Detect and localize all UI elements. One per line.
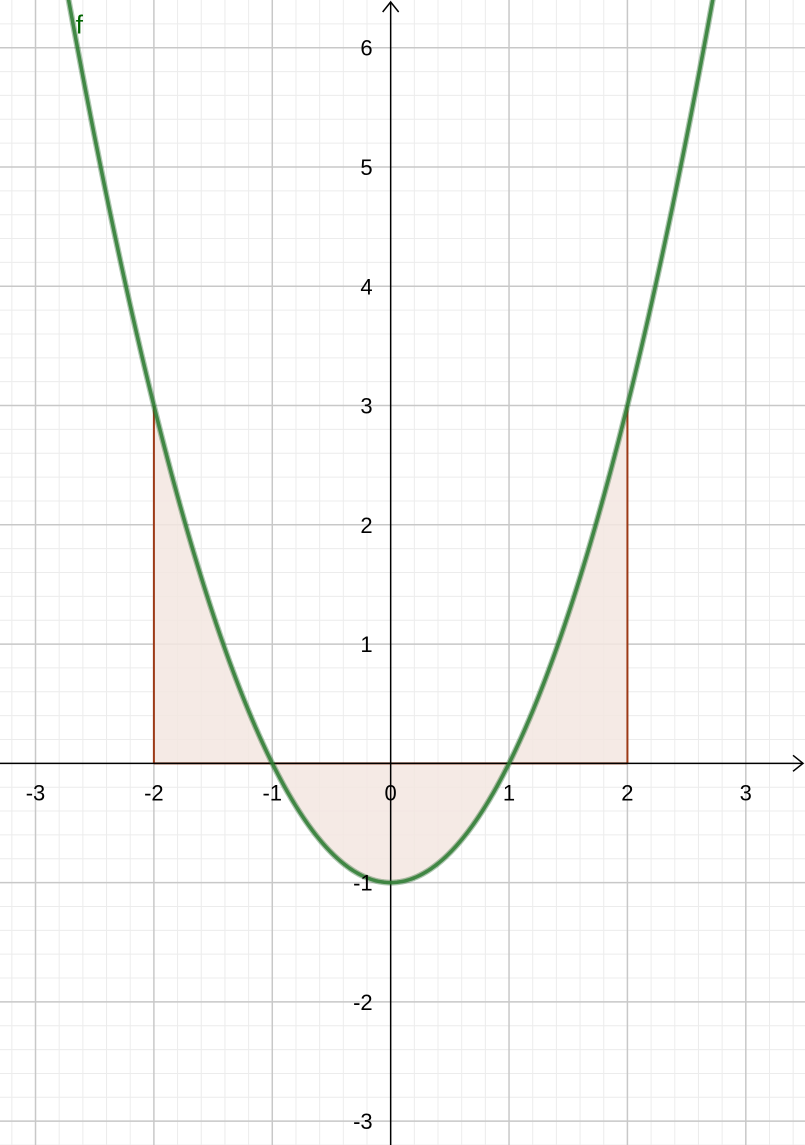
y-tick-label: 5 <box>360 155 372 180</box>
x-tick-label: 1 <box>503 780 515 805</box>
tick-labels: -3 -2 -1 0 1 2 3 -3 -2 -1 1 2 3 4 5 6 <box>26 36 752 1134</box>
y-tick-label: -2 <box>353 990 373 1015</box>
y-axis-arrow-icon <box>382 0 400 13</box>
function-label: f <box>76 9 84 39</box>
x-axis-arrow-icon <box>792 754 805 772</box>
x-tick-label: -2 <box>144 780 164 805</box>
x-tick-label: 0 <box>385 780 397 805</box>
x-tick-label: 3 <box>740 780 752 805</box>
y-tick-label: 2 <box>360 513 372 538</box>
x-tick-label: -3 <box>26 780 46 805</box>
y-tick-label: -1 <box>353 871 373 896</box>
y-tick-label: -3 <box>353 1109 373 1134</box>
function-curve-line <box>66 0 715 885</box>
y-tick-label: 4 <box>360 274 372 299</box>
function-curve: f <box>65 0 716 886</box>
x-tick-label: -1 <box>262 780 282 805</box>
x-tick-label: 2 <box>621 780 633 805</box>
y-tick-label: 6 <box>360 36 372 61</box>
y-tick-label: 3 <box>360 394 372 419</box>
y-tick-label: 1 <box>360 632 372 657</box>
